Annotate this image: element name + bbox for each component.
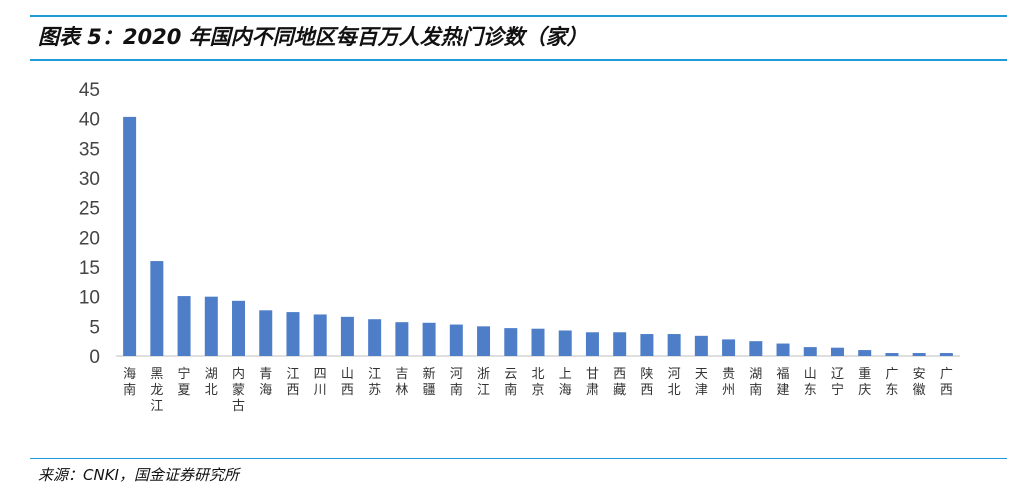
x-tick-label: 山西 [341, 367, 354, 398]
bar [803, 347, 817, 356]
bar [477, 326, 491, 356]
x-tick-label: 江西 [286, 367, 299, 398]
bar [504, 328, 518, 356]
y-tick-label: 30 [79, 169, 100, 190]
x-tick-label: 江苏 [368, 367, 381, 398]
bar [776, 343, 790, 356]
x-tick-label: 山东 [804, 367, 817, 398]
bar [749, 341, 763, 356]
bar [204, 296, 218, 356]
x-tick-label: 河南 [450, 367, 463, 398]
x-tick-label: 广东 [885, 367, 898, 398]
x-tick-label: 天津 [695, 367, 708, 398]
bar [585, 332, 599, 356]
bar [722, 339, 736, 356]
bottom-rule [30, 458, 1007, 459]
x-tick-label: 云南 [504, 367, 517, 398]
chart-title: 图表 5：2020 年国内不同地区每百万人发热门诊数（家） [38, 25, 588, 49]
bar [613, 332, 627, 356]
x-tick-label: 重庆 [858, 366, 871, 398]
y-tick-label: 45 [79, 80, 100, 101]
x-tick-label: 甘肃 [586, 367, 599, 398]
x-tick-label: 福建 [777, 367, 790, 398]
x-tick-label: 辽宁 [831, 367, 844, 398]
x-tick-label: 海南 [123, 367, 136, 398]
y-tick-label: 35 [79, 139, 100, 160]
y-tick-label: 5 [89, 317, 100, 338]
x-tick-label: 吉林 [395, 367, 408, 398]
x-tick-label: 西藏 [613, 367, 626, 398]
bar [558, 330, 572, 356]
title-rule [30, 59, 1007, 61]
bar [667, 334, 681, 356]
x-tick-label: 青海 [259, 367, 272, 398]
source-note: 来源：CNKI，国金证券研究所 [38, 466, 239, 484]
x-tick-label: 陕西 [640, 367, 653, 398]
bar [531, 328, 545, 356]
bar [912, 353, 926, 356]
bar [150, 261, 164, 356]
x-tick-label: 广西 [940, 367, 953, 398]
x-tick-label: 安徽 [913, 367, 926, 398]
bar [123, 116, 137, 357]
x-tick-label: 上海 [559, 367, 572, 398]
x-tick-label: 宁夏 [178, 366, 191, 398]
bar [422, 322, 436, 356]
bar [449, 324, 463, 356]
bar [939, 353, 953, 356]
bar [259, 310, 273, 356]
x-tick-label: 湖北 [205, 367, 218, 398]
x-tick-label: 贵州 [722, 367, 735, 398]
bar [286, 312, 300, 356]
y-tick-label: 10 [79, 288, 100, 309]
bar [885, 353, 899, 356]
bar [830, 347, 844, 356]
bar [368, 319, 382, 356]
x-tick-label: 浙江 [477, 367, 490, 398]
x-tick-label: 黑龙江 [150, 367, 163, 414]
bar [177, 296, 191, 356]
bar [858, 350, 872, 356]
y-tick-label: 0 [89, 347, 100, 368]
x-tick-label: 湖南 [749, 367, 762, 398]
bar [232, 300, 246, 356]
bar [340, 316, 354, 356]
bar [313, 314, 327, 356]
top-rule [30, 15, 1007, 17]
bar [395, 322, 409, 356]
y-tick-label: 15 [79, 258, 100, 279]
x-tick-label: 新疆 [423, 366, 436, 398]
bar [640, 334, 654, 356]
y-tick-label: 40 [79, 110, 100, 131]
x-tick-label: 河北 [668, 367, 681, 398]
x-tick-label: 内蒙古 [232, 366, 245, 414]
x-tick-label: 北京 [531, 367, 544, 398]
y-tick-label: 25 [79, 199, 100, 220]
y-tick-label: 20 [79, 228, 100, 249]
x-tick-label: 四川 [314, 367, 327, 398]
bar [694, 335, 708, 356]
